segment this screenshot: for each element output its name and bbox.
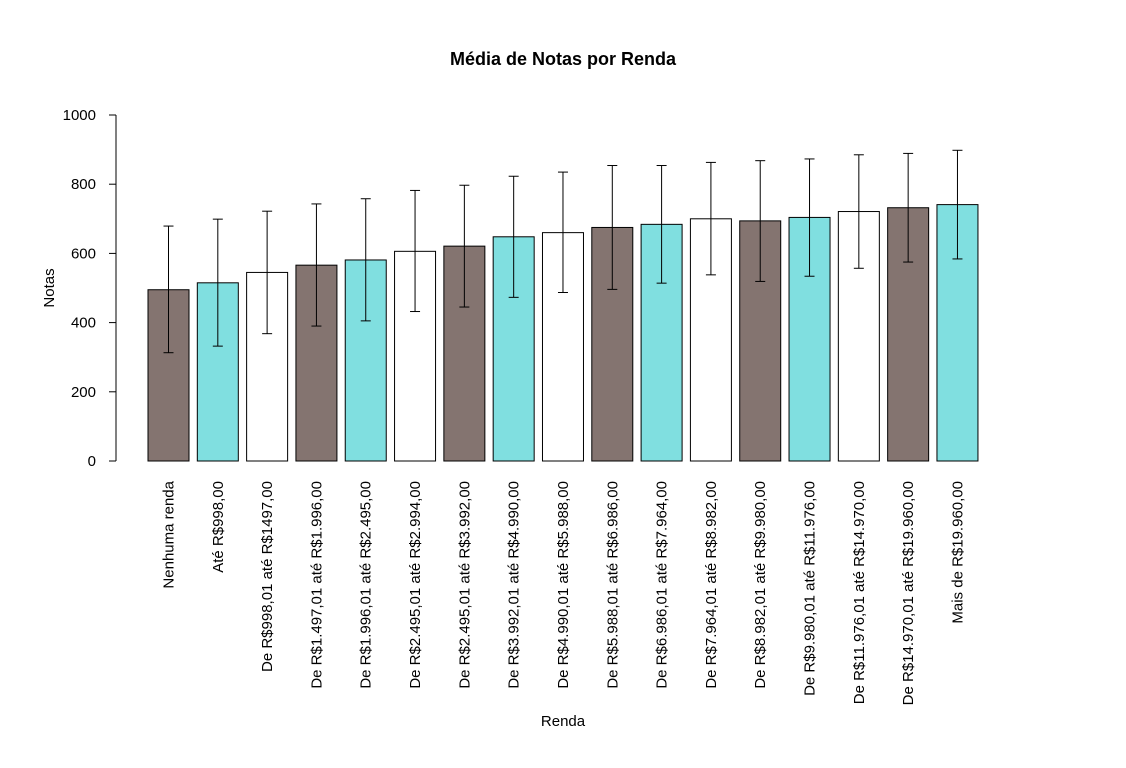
- x-axis-label: Renda: [541, 713, 586, 730]
- x-tick-label: Mais de R$19.960,00: [949, 481, 966, 624]
- y-tick-label: 600: [71, 245, 96, 262]
- bar: [443, 245, 486, 462]
- x-tick-labels-group: Nenhuma renda Até R$998,00 De R$998,01 até…: [161, 480, 967, 705]
- x-tick-label: De R$9.980,01 até R$11.976,00: [802, 481, 819, 696]
- x-tick-label: Nenhuma renda: [161, 480, 178, 588]
- x-tick-label: De R$4.990,01 até R$5.988,00: [555, 481, 572, 689]
- x-tick-label: De R$3.992,01 até R$4.990,00: [506, 481, 523, 689]
- y-tick-label: 0: [88, 453, 96, 470]
- y-tick-label: 1000: [63, 107, 96, 124]
- x-tick-label: De R$1.996,01 até R$2.495,00: [358, 481, 375, 689]
- bar: [492, 236, 535, 462]
- y-tick-label: 400: [71, 315, 96, 332]
- y-tick-label: 200: [71, 384, 96, 401]
- x-tick-label: De R$998,01 até R$1497,00: [259, 481, 276, 672]
- x-tick-label: De R$2.495,01 até R$2.994,00: [407, 481, 424, 689]
- x-tick-label: De R$1.497,01 até R$1.996,00: [308, 481, 325, 689]
- y-axis-label: Notas: [41, 268, 58, 307]
- x-tick-label: De R$7.964,01 até R$8.982,00: [703, 481, 720, 689]
- y-tick-label: 800: [71, 176, 96, 193]
- x-tick-label: De R$14.970,01 até R$19.960,00: [900, 481, 917, 705]
- x-tick-label: De R$11.976,01 até R$14.970,00: [851, 481, 868, 704]
- x-tick-label: De R$5.988,01 até R$6.986,00: [604, 481, 621, 689]
- x-tick-label: De R$2.495,01 até R$3.992,00: [456, 481, 473, 689]
- x-tick-label: De R$6.986,01 até R$7.964,00: [654, 481, 671, 689]
- chart-title: Média de Notas por Renda: [450, 49, 677, 69]
- y-axis: 0 200 400 600 800 1000: [63, 107, 117, 470]
- x-tick-label: Até R$998,00: [210, 481, 227, 573]
- x-tick-label: De R$8.982,01 até R$9.980,00: [752, 481, 769, 689]
- error-bars-group: [163, 149, 963, 354]
